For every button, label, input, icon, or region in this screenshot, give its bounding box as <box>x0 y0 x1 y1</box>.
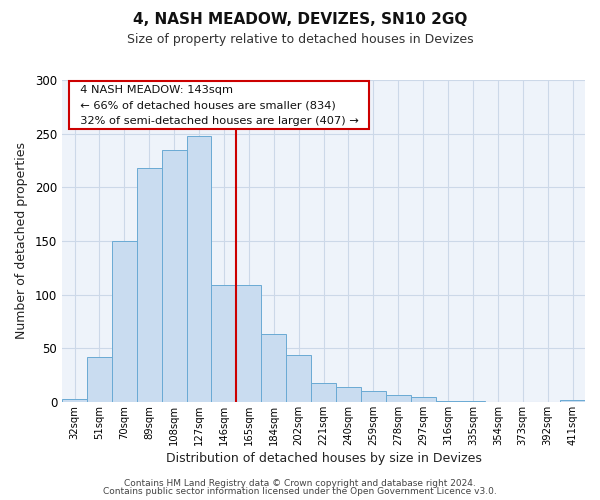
Bar <box>87 357 112 402</box>
X-axis label: Distribution of detached houses by size in Devizes: Distribution of detached houses by size … <box>166 452 481 465</box>
Bar <box>211 285 236 402</box>
Bar <box>436 401 460 402</box>
Bar <box>187 136 211 402</box>
Bar <box>261 334 286 402</box>
Bar <box>560 400 585 402</box>
Bar <box>460 401 485 402</box>
Bar <box>236 285 261 402</box>
Text: Contains public sector information licensed under the Open Government Licence v3: Contains public sector information licen… <box>103 487 497 496</box>
Text: Contains HM Land Registry data © Crown copyright and database right 2024.: Contains HM Land Registry data © Crown c… <box>124 478 476 488</box>
Bar <box>386 396 410 402</box>
Bar <box>112 241 137 402</box>
Bar <box>361 391 386 402</box>
Bar <box>311 382 336 402</box>
Text: Size of property relative to detached houses in Devizes: Size of property relative to detached ho… <box>127 32 473 46</box>
Bar <box>137 168 161 402</box>
Bar <box>62 398 87 402</box>
Bar <box>336 387 361 402</box>
Bar <box>161 150 187 402</box>
Bar <box>286 354 311 402</box>
Text: 4 NASH MEADOW: 143sqm
  ← 66% of detached houses are smaller (834)
  32% of semi: 4 NASH MEADOW: 143sqm ← 66% of detached … <box>73 85 365 126</box>
Bar <box>410 396 436 402</box>
Y-axis label: Number of detached properties: Number of detached properties <box>15 142 28 340</box>
Text: 4, NASH MEADOW, DEVIZES, SN10 2GQ: 4, NASH MEADOW, DEVIZES, SN10 2GQ <box>133 12 467 28</box>
